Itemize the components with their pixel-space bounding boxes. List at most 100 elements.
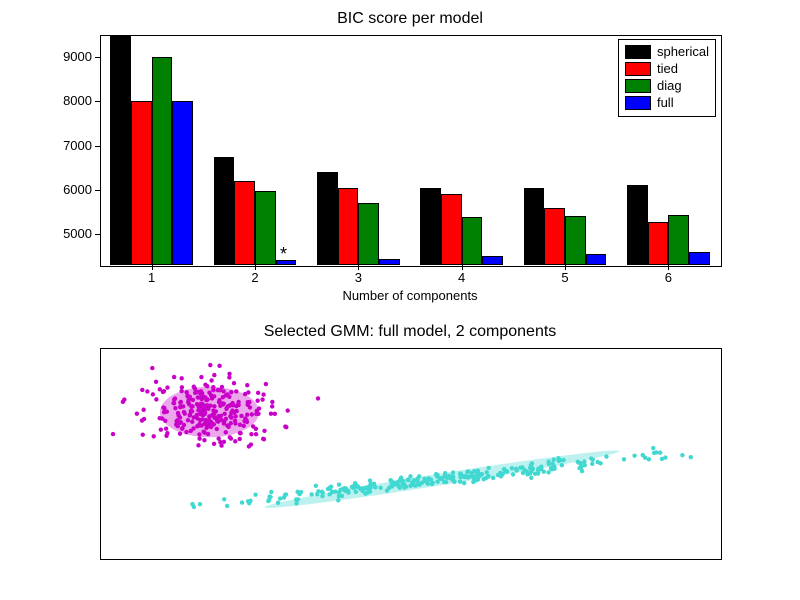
scatter-point (622, 457, 626, 461)
scatter-point (309, 492, 313, 496)
scatter-point (215, 427, 219, 431)
scatter-point (157, 416, 161, 420)
y-tick (95, 57, 100, 58)
scatter-point (208, 363, 212, 367)
scatter-point (231, 403, 235, 407)
y-tick (95, 146, 100, 147)
legend-label: spherical (657, 44, 709, 61)
scatter-point (182, 410, 186, 414)
bar (379, 259, 400, 265)
scatter-point (462, 481, 466, 485)
scatter-point (215, 419, 219, 423)
scatter-point (583, 463, 587, 467)
scatter-point (238, 437, 242, 441)
scatter-point (250, 412, 254, 416)
scatter-point (680, 453, 684, 457)
scatter-point (442, 480, 446, 484)
scatter-point (173, 396, 177, 400)
scatter-point (604, 454, 608, 458)
scatter-point (330, 490, 334, 494)
scatter-point (222, 421, 226, 425)
scatter-point (337, 482, 341, 486)
scatter-point (154, 397, 158, 401)
bar (214, 157, 235, 265)
scatter-point (498, 473, 502, 477)
scatter-point (205, 397, 209, 401)
scatter-point (233, 414, 237, 418)
scatter-point (482, 477, 486, 481)
bar (317, 172, 338, 265)
legend-item: diag (625, 78, 709, 95)
scatter-point (145, 389, 149, 393)
scatter-point (221, 402, 225, 406)
scatter-point (278, 496, 282, 500)
bottom-chart-panel (100, 348, 722, 560)
scatter-svg (101, 349, 721, 559)
best-model-star-icon: * (280, 244, 287, 265)
scatter-point (222, 412, 226, 416)
scatter-point (226, 404, 230, 408)
scatter-point (385, 488, 389, 492)
scatter-point (447, 474, 451, 478)
legend-swatch (625, 79, 651, 93)
legend-item: full (625, 95, 709, 112)
scatter-point (219, 414, 223, 418)
scatter-point (652, 451, 656, 455)
scatter-point (178, 405, 182, 409)
scatter-point (423, 478, 427, 482)
scatter-point (257, 406, 261, 410)
scatter-point (238, 423, 242, 427)
scatter-point (320, 490, 324, 494)
legend: sphericaltieddiagfull (618, 39, 716, 117)
scatter-point (218, 440, 222, 444)
bar (586, 254, 607, 265)
scatter-point (198, 418, 202, 422)
scatter-point (206, 432, 210, 436)
scatter-point (378, 486, 382, 490)
scatter-point (246, 390, 250, 394)
scatter-point (176, 411, 180, 415)
scatter-point (255, 398, 259, 402)
scatter-point (243, 416, 247, 420)
bar (234, 181, 255, 265)
scatter-point (193, 386, 197, 390)
scatter-point (405, 478, 409, 482)
scatter-point (268, 495, 272, 499)
scatter-point (452, 480, 456, 484)
scatter-point (224, 417, 228, 421)
scatter-point (247, 501, 251, 505)
legend-item: tied (625, 61, 709, 78)
scatter-point (260, 397, 264, 401)
top-chart-title: BIC score per model (100, 10, 720, 28)
scatter-point (211, 388, 215, 392)
scatter-point (217, 398, 221, 402)
scatter-point (221, 395, 225, 399)
scatter-point (476, 468, 480, 472)
y-tick-label: 9000 (63, 49, 92, 64)
scatter-point (205, 403, 209, 407)
scatter-point (435, 479, 439, 483)
scatter-point (651, 446, 655, 450)
scatter-point (141, 432, 145, 436)
scatter-point (363, 491, 367, 495)
scatter-point (360, 486, 364, 490)
legend-swatch (625, 45, 651, 59)
y-tick (95, 234, 100, 235)
scatter-point (176, 424, 180, 428)
scatter-point (528, 466, 532, 470)
scatter-point (641, 453, 645, 457)
scatter-point (164, 427, 168, 431)
x-tick-label: 6 (658, 270, 678, 285)
scatter-point (236, 400, 240, 404)
scatter-point (151, 392, 155, 396)
scatter-point (426, 482, 430, 486)
scatter-point (190, 420, 194, 424)
scatter-point (184, 430, 188, 434)
scatter-point (473, 475, 477, 479)
scatter-point (529, 476, 533, 480)
scatter-point (207, 390, 211, 394)
scatter-point (190, 404, 194, 408)
scatter-point (180, 427, 184, 431)
scatter-point (175, 418, 179, 422)
y-tick-label: 8000 (63, 93, 92, 108)
